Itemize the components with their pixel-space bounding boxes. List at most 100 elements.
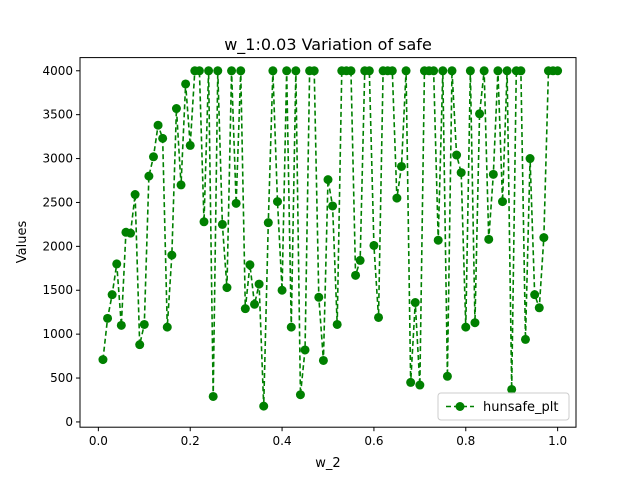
data-point [126, 228, 136, 238]
data-point [369, 240, 379, 250]
y-axis-label: Values [15, 221, 30, 264]
y-tick-label: 3000 [42, 152, 73, 166]
data-point [351, 270, 361, 280]
data-point [268, 66, 278, 76]
data-point [355, 255, 365, 265]
plot-frame [79, 57, 577, 428]
data-point [277, 285, 287, 295]
data-point [401, 66, 411, 76]
data-point [475, 109, 485, 119]
data-point [452, 150, 462, 160]
data-point [502, 66, 512, 76]
data-point [107, 290, 117, 300]
data-point [185, 140, 195, 150]
data-point [158, 133, 168, 143]
y-tick-label: 4000 [42, 64, 73, 78]
data-point [199, 217, 209, 227]
data-point [245, 260, 255, 270]
data-point [231, 198, 241, 208]
data-point [282, 66, 292, 76]
data-point [263, 218, 273, 228]
data-point [392, 193, 402, 203]
data-point [139, 319, 149, 329]
data-point [98, 355, 108, 365]
x-tick-label: 0.8 [456, 434, 475, 448]
data-point [553, 66, 563, 76]
data-point [135, 340, 145, 350]
data-point [318, 355, 328, 365]
data-point [429, 66, 439, 76]
data-point [461, 322, 471, 332]
data-point [447, 66, 457, 76]
data-point [438, 66, 448, 76]
data-point [300, 345, 310, 355]
legend: hunsafe_plt [437, 392, 570, 421]
data-point [194, 66, 204, 76]
data-point [171, 104, 181, 114]
data-point [217, 219, 227, 229]
data-point [433, 235, 443, 245]
data-point [222, 283, 232, 293]
plot-series-group [98, 66, 563, 411]
y-axis: 0 500 1000 1500 2000 2500 3000 3500 4000 [42, 64, 80, 429]
x-tick-label: 0.0 [89, 434, 108, 448]
data-point [176, 180, 186, 190]
x-tick-label: 0.6 [364, 434, 383, 448]
legend-marker-sample [455, 402, 465, 411]
data-point [470, 318, 480, 328]
chart-title: w_1:0.03 Variation of safe [224, 35, 432, 55]
x-axis: 0.0 0.2 0.4 0.6 0.8 1.0 [89, 427, 567, 448]
data-point [328, 201, 338, 211]
data-point [507, 384, 517, 394]
legend-label: hunsafe_plt [483, 400, 559, 415]
data-point [374, 312, 384, 322]
data-point [479, 66, 489, 76]
data-point [364, 66, 374, 76]
data-point [530, 290, 540, 300]
y-tick-label: 2000 [42, 239, 73, 253]
data-point [254, 279, 264, 289]
data-point [493, 66, 503, 76]
data-point [415, 380, 425, 390]
data-point [181, 79, 191, 89]
data-point [520, 334, 530, 344]
data-point [213, 66, 223, 76]
data-point [208, 391, 218, 401]
data-point [406, 377, 416, 387]
data-point [442, 371, 452, 381]
data-point [332, 319, 342, 329]
data-point [498, 197, 508, 207]
data-point [314, 292, 324, 302]
y-tick-label: 500 [50, 371, 73, 385]
data-point [286, 322, 296, 332]
data-point [162, 322, 172, 332]
data-point [130, 190, 140, 200]
data-point [250, 299, 260, 309]
data-point [240, 304, 250, 314]
x-tick-label: 1.0 [548, 434, 567, 448]
data-point [396, 161, 406, 171]
y-tick-label: 0 [65, 415, 73, 429]
y-tick-label: 3500 [42, 108, 73, 122]
data-point [309, 66, 319, 76]
data-point [346, 66, 356, 76]
y-tick-label: 1500 [42, 283, 73, 297]
y-tick-label: 1000 [42, 327, 73, 341]
data-point [204, 66, 214, 76]
x-axis-label: w_2 [315, 456, 340, 471]
legend-box [437, 392, 570, 421]
data-point [227, 66, 237, 76]
data-point [387, 66, 397, 76]
data-point [259, 401, 269, 411]
data-point [291, 66, 301, 76]
data-point [112, 259, 122, 269]
data-point [525, 154, 535, 164]
data-point [295, 390, 305, 400]
data-point [484, 234, 494, 244]
data-point [488, 169, 498, 179]
data-point [236, 66, 246, 76]
data-point [167, 250, 177, 260]
series-line [102, 69, 558, 407]
data-point [144, 171, 154, 181]
